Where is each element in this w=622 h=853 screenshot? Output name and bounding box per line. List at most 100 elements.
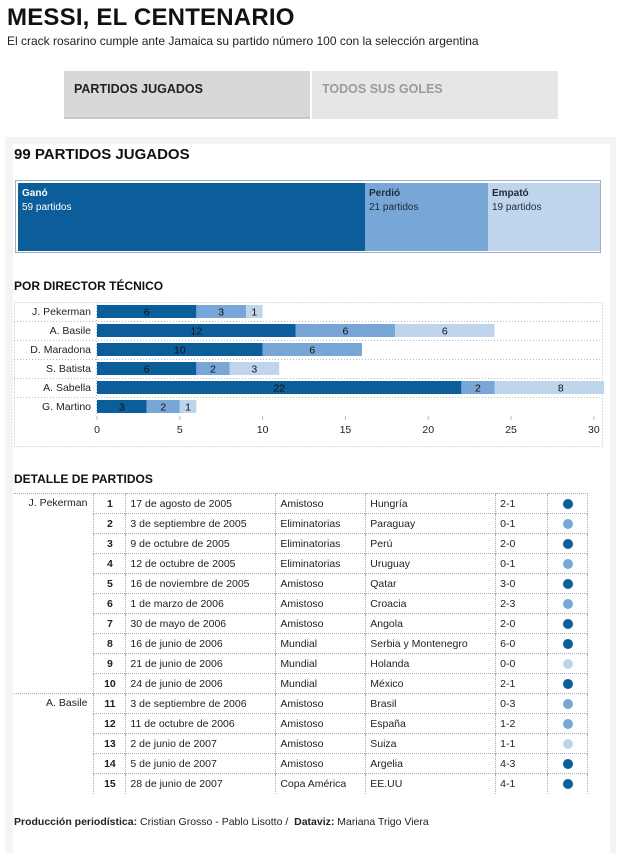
result-dot-icon	[562, 618, 573, 629]
credits-production-names: Cristian Grosso - Pablo Lisotto /	[140, 816, 289, 828]
competition-cell: Amistoso	[275, 613, 366, 634]
opponent-cell: Qatar	[365, 573, 496, 594]
date-cell: 21 de junio de 2006	[125, 653, 276, 674]
page-subtitle: El crack rosarino cumple ante Jamaica su…	[7, 34, 479, 48]
bar-value-label: 6	[144, 307, 150, 319]
result-cell	[547, 693, 588, 714]
result-dot-icon	[562, 558, 573, 569]
table-row: 13 2 de junio de 2007 Amistoso Suiza 1-1	[14, 733, 588, 754]
score-cell: 1-2	[495, 713, 548, 734]
result-cell	[547, 533, 588, 554]
bar-segment	[246, 305, 263, 318]
bar-value-label: 3	[251, 364, 257, 376]
credits-dataviz-label: Dataviz:	[294, 816, 335, 828]
bar-value-label: 3	[119, 402, 125, 414]
score-cell: 4-3	[495, 753, 548, 774]
credits-dataviz-names: Mariana Trigo Viera	[337, 816, 429, 828]
competition-cell: Amistoso	[275, 693, 366, 714]
coach-cell	[14, 534, 94, 554]
x-tick-label: 0	[94, 424, 100, 436]
summary-segment-gano: Ganó 59 partidos	[18, 183, 365, 251]
summary-segment-empato: Empató 19 partidos	[488, 183, 600, 251]
coach-cell: A. Basile	[14, 693, 94, 714]
coach-cell	[14, 554, 94, 574]
bar-value-label: 2	[160, 402, 166, 414]
coach-chart-svg: J. Pekerman 6 3 1A. Basile 12 6 6D. Maradona 10…	[14, 302, 622, 447]
coach-cell	[14, 574, 94, 594]
score-cell: 6-0	[495, 633, 548, 654]
score-cell: 0-0	[495, 653, 548, 674]
bar-category-label: A. Sabella	[43, 382, 91, 394]
bar-segment	[196, 305, 247, 318]
coach-cell	[14, 774, 94, 794]
result-cell	[547, 673, 588, 694]
detail-title: DETALLE DE PARTIDOS	[14, 472, 153, 486]
bar-value-label: 1	[185, 402, 191, 414]
coach-cell	[14, 634, 94, 654]
table-row: 10 24 de junio de 2006 Mundial México 2-1	[14, 673, 588, 694]
coach-chart: J. Pekerman 6 3 1 A. Basile 12 6 6 D. Maradona 10…	[14, 300, 622, 448]
x-tick-label: 10	[257, 424, 269, 436]
score-cell: 2-0	[495, 613, 548, 634]
result-dot-icon	[562, 638, 573, 649]
tab-todos-sus-goles[interactable]: TODOS SUS GOLES	[312, 71, 558, 119]
date-cell: 1 de marzo de 2006	[125, 593, 276, 614]
score-cell: 2-0	[495, 533, 548, 554]
summary-segment-count: 21 partidos	[369, 202, 419, 213]
match-number-cell: 3	[93, 533, 126, 554]
bar-value-label: 6	[144, 364, 150, 376]
match-number-cell: 11	[93, 693, 126, 714]
opponent-cell: Croacia	[365, 593, 496, 614]
bar-value-label: 2	[210, 364, 216, 376]
results-summary-bar: Ganó 59 partidos Perdió 21 partidos Empató 19…	[15, 180, 601, 253]
bar-segment	[97, 381, 462, 394]
bar-value-label: 22	[273, 383, 285, 395]
opponent-cell: Suiza	[365, 733, 496, 754]
score-cell: 2-1	[495, 673, 548, 694]
score-cell: 4-1	[495, 773, 548, 794]
competition-cell: Mundial	[275, 633, 366, 654]
date-cell: 16 de noviembre de 2005	[125, 573, 276, 594]
bar-segment	[461, 381, 495, 394]
tab-partidos-jugados[interactable]: PARTIDOS JUGADOS	[64, 71, 310, 119]
coach-cell	[14, 714, 94, 734]
bar-category-label: S. Batista	[46, 363, 91, 375]
match-number-cell: 5	[93, 573, 126, 594]
bar-value-label: 3	[218, 307, 224, 319]
score-cell: 2-1	[495, 493, 548, 514]
result-cell	[547, 653, 588, 674]
bar-value-label: 8	[558, 383, 564, 395]
score-cell: 0-1	[495, 553, 548, 574]
match-number-cell: 15	[93, 773, 126, 794]
match-number-cell: 9	[93, 653, 126, 674]
table-row: 8 16 de junio de 2006 Mundial Serbia y Mont…	[14, 633, 588, 654]
table-row: 15 28 de junio de 2007 Copa América EE.UU 4-…	[14, 773, 588, 794]
score-cell: 0-1	[495, 513, 548, 534]
opponent-cell: México	[365, 673, 496, 694]
bar-value-label: 6	[309, 345, 315, 357]
date-cell: 2 de junio de 2007	[125, 733, 276, 754]
score-cell: 1-1	[495, 733, 548, 754]
score-cell: 2-3	[495, 593, 548, 614]
competition-cell: Eliminatorias	[275, 513, 366, 534]
opponent-cell: España	[365, 713, 496, 734]
x-tick-label: 30	[588, 424, 600, 436]
competition-cell: Amistoso	[275, 593, 366, 614]
opponent-cell: Angola	[365, 613, 496, 634]
bar-segment	[295, 324, 396, 337]
date-cell: 28 de junio de 2007	[125, 773, 276, 794]
coach-cell	[14, 754, 94, 774]
result-dot-icon	[562, 598, 573, 609]
result-dot-icon	[562, 658, 573, 669]
matches-table: J. Pekerman 1 17 de agosto de 2005 Amistoso…	[14, 493, 588, 794]
summary-segment-count: 59 partidos	[22, 202, 72, 213]
x-tick-label: 25	[505, 424, 517, 436]
coach-cell	[14, 734, 94, 754]
summary-segment-perdio: Perdió 21 partidos	[365, 183, 488, 251]
bar-segment	[229, 362, 280, 375]
table-row: J. Pekerman 1 17 de agosto de 2005 Amistoso…	[14, 493, 588, 514]
competition-cell: Mundial	[275, 673, 366, 694]
